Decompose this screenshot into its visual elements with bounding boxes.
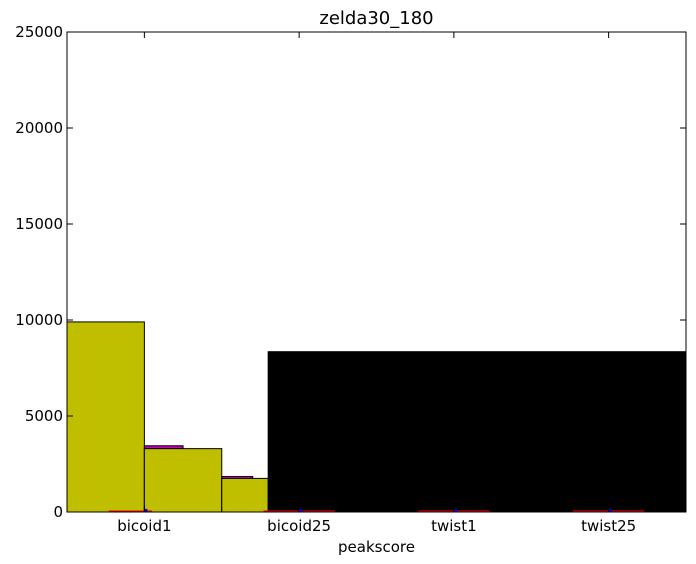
marker-bar-5 xyxy=(453,508,457,512)
marker-bar-3 xyxy=(299,508,303,512)
y-tick-label-0: 0 xyxy=(53,503,63,521)
marker-bar-1 xyxy=(144,508,148,512)
y-tick-label-1: 5000 xyxy=(25,407,63,425)
marker-bar-7 xyxy=(608,508,612,512)
bars-layer xyxy=(66,321,687,513)
x-tick-label-0: bicoid1 xyxy=(117,517,171,535)
chart-title: zelda30_180 xyxy=(319,8,433,29)
bar-0 xyxy=(66,321,145,513)
bar-2 xyxy=(143,448,223,513)
x-tick-label-3: twist25 xyxy=(581,517,636,535)
x-axis-label: peakscore xyxy=(338,538,415,556)
bar-4 xyxy=(221,477,269,513)
marker-bar-0 xyxy=(108,510,153,512)
x-tick-label-2: twist1 xyxy=(431,517,477,535)
x-tick-label-1: bicoid25 xyxy=(267,517,331,535)
y-tick-label-5: 25000 xyxy=(15,23,63,41)
plot-frame xyxy=(66,31,687,513)
bar-5 xyxy=(267,351,687,513)
ticks-layer: 0 5000 10000 15000 20000 25000 bicoid1 bicoid25… xyxy=(15,23,686,535)
y-tick-label-4: 20000 xyxy=(15,119,63,137)
y-tick-label-3: 15000 xyxy=(15,215,63,233)
y-tick-label-2: 10000 xyxy=(15,311,63,329)
